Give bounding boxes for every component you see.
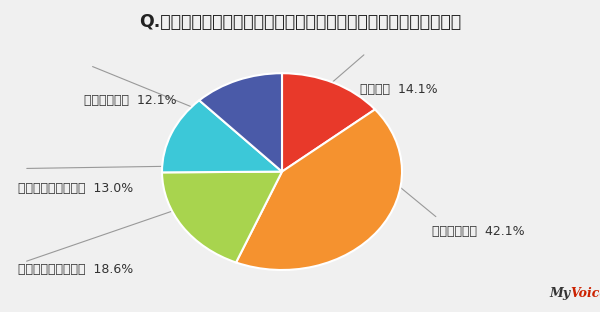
Text: 気にならない  12.1%: 気にならない 12.1% (84, 94, 176, 106)
Text: あまり気にならない  13.0%: あまり気にならない 13.0% (18, 182, 133, 195)
Text: 気になる  14.1%: 気になる 14.1% (360, 83, 437, 96)
Text: どちらともいえない  18.6%: どちらともいえない 18.6% (18, 263, 133, 275)
Text: やや気になる  42.1%: やや気になる 42.1% (432, 225, 524, 238)
Wedge shape (162, 172, 282, 262)
Wedge shape (199, 73, 282, 172)
Wedge shape (162, 100, 282, 172)
Wedge shape (236, 110, 402, 270)
Text: Voice: Voice (570, 286, 600, 300)
Text: My: My (549, 286, 570, 300)
Wedge shape (282, 73, 375, 172)
Text: Q.自身の記憶力・注意力など認知機能について、気になりますか？: Q.自身の記憶力・注意力など認知機能について、気になりますか？ (139, 13, 461, 31)
